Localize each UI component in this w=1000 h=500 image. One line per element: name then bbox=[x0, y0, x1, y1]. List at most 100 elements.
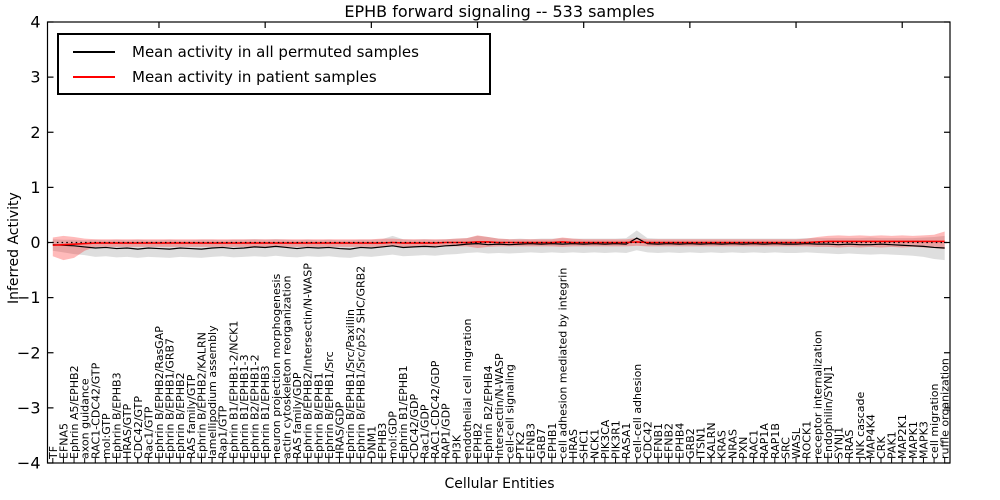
x-tick-label: KALRN bbox=[705, 422, 718, 459]
x-tick-label: HRAS/GTP bbox=[121, 403, 134, 459]
x-tick-label: Ephrin B1/EPHB3 bbox=[259, 365, 272, 459]
permuted-band bbox=[52, 230, 945, 261]
x-tick-label: NCK1 bbox=[588, 429, 601, 459]
x-tick-label: actin cytoskeleton reorganization bbox=[280, 275, 293, 459]
x-tick-label: PIK3CA bbox=[599, 419, 612, 459]
x-tick-label: Intersectin/N-WASP bbox=[493, 353, 506, 459]
x-tick-label: PAK1 bbox=[886, 431, 899, 459]
x-tick-label: RAC1-CDC42/GTP bbox=[89, 362, 102, 459]
x-tick-label: Ephrin A5/EPHB2 bbox=[68, 365, 81, 459]
x-tick-label: EFNA5 bbox=[57, 423, 70, 459]
x-tick-label: Ephrin B/EPHB1/Src bbox=[323, 351, 336, 459]
x-tick-label: SHC1 bbox=[578, 429, 591, 459]
x-tick-label: endothelial cell migration bbox=[461, 319, 474, 459]
x-tick-label: cell-cell adhesion bbox=[631, 364, 644, 459]
x-tick-label: MAPK1 bbox=[907, 421, 920, 459]
x-tick-label: ruffle organization bbox=[939, 358, 952, 459]
x-tick-label: receptor internalization bbox=[811, 330, 824, 459]
x-tick-label: RAS family/GDP bbox=[291, 372, 304, 459]
x-tick-label: PXN bbox=[737, 437, 750, 459]
x-tick-label: mol:GDP bbox=[387, 411, 400, 459]
x-tick-label: CRK bbox=[875, 436, 888, 459]
x-tick-label: RAP1/GDP bbox=[440, 403, 453, 459]
y-tick-label: −2 bbox=[17, 343, 41, 362]
x-tick-label: axon guidance bbox=[79, 378, 92, 459]
y-tick-label: −3 bbox=[17, 398, 41, 417]
y-tick-label: 4 bbox=[30, 13, 40, 32]
y-axis-label: Inferred Activity bbox=[6, 192, 22, 304]
x-tick-label: Ephrin B1/EPHB1 bbox=[397, 365, 410, 459]
x-tick-label: EPHB3 bbox=[376, 423, 389, 459]
x-tick-label: RAC1-CDC42/GDP bbox=[429, 360, 442, 459]
x-tick-label: MAP4K4 bbox=[864, 414, 877, 459]
x-tick-label: Rac1/GDP bbox=[418, 404, 431, 459]
x-tick-label: Ephrin B/EPHB3 bbox=[111, 372, 124, 459]
x-tick-label: HRAS/GDP bbox=[333, 401, 346, 459]
x-tick-label: RRAS bbox=[843, 430, 856, 459]
y-tick-label: −4 bbox=[17, 454, 41, 473]
x-tick-label: ITSN1 bbox=[694, 427, 707, 459]
x-tick-label: EFNB1 bbox=[652, 423, 665, 459]
y-tick-label: −1 bbox=[17, 288, 41, 307]
y-tick-label: 2 bbox=[30, 123, 40, 142]
x-tick-label: HRAS bbox=[567, 429, 580, 459]
x-tick-label: mol:GTP bbox=[100, 413, 113, 459]
x-tick-label: ROCK1 bbox=[801, 421, 814, 459]
x-tick-label: RAS family/GTP bbox=[185, 374, 198, 459]
x-tick-label: Ephrin B/EPHB2 bbox=[174, 372, 187, 459]
x-tick-label: EFNB3 bbox=[525, 423, 538, 459]
x-tick-label: PTK2 bbox=[514, 431, 527, 459]
x-tick-label: PI3K bbox=[450, 434, 463, 459]
x-tick-label: Ephrin B1/EPHB1-3 bbox=[238, 354, 251, 459]
x-tick-label: Ephrin B/EPHB1/GRB7 bbox=[164, 338, 177, 459]
x-tick-label: EPHB2 bbox=[472, 423, 485, 459]
x-tick-label: MAPK3 bbox=[917, 421, 930, 459]
x-tick-label: CDC42/GDP bbox=[408, 393, 421, 459]
x-tick-label: RAC1 bbox=[748, 430, 761, 459]
x-tick-label: Ephrin B/EPHB2/RasGAP bbox=[153, 326, 166, 459]
x-tick-label: SRC bbox=[779, 437, 792, 459]
x-tick-label: JNK cascade bbox=[854, 392, 867, 460]
patient-band bbox=[52, 231, 945, 261]
x-tick-label: Rap1/GTP bbox=[217, 405, 230, 459]
chart-title: EPHB forward signaling -- 533 samples bbox=[344, 2, 655, 21]
x-tick-label: PIK3R1 bbox=[610, 420, 623, 459]
x-tick-label: DNM1 bbox=[365, 426, 378, 459]
x-tick-label: TF bbox=[47, 446, 60, 460]
x-tick-label: Ephrin B/EPHB1 bbox=[312, 372, 325, 459]
legend-label-permuted: Mean activity in all permuted samples bbox=[132, 42, 419, 61]
x-tick-label: EFNB2 bbox=[663, 423, 676, 459]
x-tick-label: CDC42/GTP bbox=[132, 396, 145, 459]
x-axis-label: Cellular Entities bbox=[444, 476, 555, 492]
y-tick-label: 0 bbox=[30, 233, 40, 252]
x-tick-label: Ephrin B2/EPHB1-2 bbox=[249, 354, 262, 459]
x-tick-label: RAP1A bbox=[758, 423, 771, 459]
x-tick-label: Ephrin B/EPHB1/Src/p52 SHC/GRB2 bbox=[355, 266, 368, 459]
legend-label-patient: Mean activity in patient samples bbox=[132, 67, 377, 86]
x-tick-label: cell adhesion mediated by integrin bbox=[556, 268, 569, 459]
legend-entry-permuted: Mean activity in all permuted samples bbox=[59, 40, 489, 64]
x-tick-label: neuron projection morphogenesis bbox=[270, 273, 283, 459]
y-tick-label: 3 bbox=[30, 68, 40, 87]
legend: Mean activity in all permuted samples Me… bbox=[57, 33, 491, 95]
x-tick-label: CDC42 bbox=[641, 421, 654, 459]
x-tick-label: cell-cell signaling bbox=[503, 364, 516, 459]
x-tick-label: WASL bbox=[790, 427, 803, 459]
x-tick-label: Ephrin B1/EPHB1-2/NCK1 bbox=[227, 321, 240, 459]
x-tick-label: EPHB1 bbox=[546, 423, 559, 459]
x-tick-label: RAP1B bbox=[769, 423, 782, 459]
x-tick-label: SYNJ1 bbox=[833, 427, 846, 459]
x-tick-label: NRAS bbox=[726, 429, 739, 459]
x-tick-label: Endophilin/SYNJ1 bbox=[822, 365, 835, 459]
x-tick-label: Ephrin B/EPHB1/Src/Paxillin bbox=[344, 309, 357, 459]
permuted-line bbox=[52, 237, 945, 250]
x-tick-label: GRB2 bbox=[684, 428, 697, 459]
legend-entry-patient: Mean activity in patient samples bbox=[59, 65, 489, 89]
x-tick-label: Ephrin B/EPHB2/KALRN bbox=[195, 332, 208, 459]
x-tick-label: Ephrin B/EPHB2/Intersectin/N-WASP bbox=[302, 263, 315, 459]
x-tick-label: cell migration bbox=[928, 383, 941, 459]
x-tick-label: EPHB4 bbox=[673, 423, 686, 459]
x-tick-label: Ephrin B2/EPHB4 bbox=[482, 365, 495, 459]
